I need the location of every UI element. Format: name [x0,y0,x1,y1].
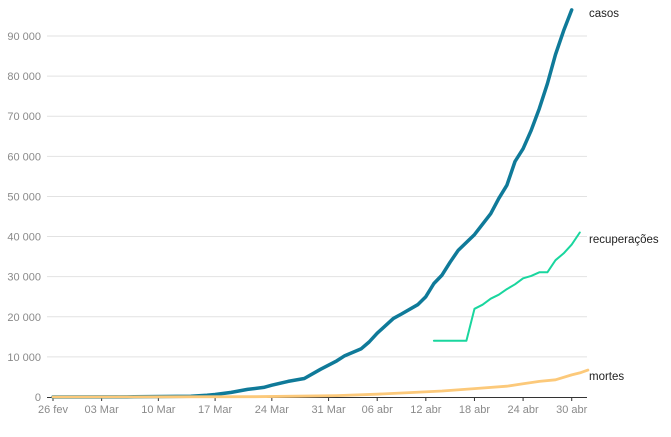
series-labels: casos recuperações mortes [589,8,659,383]
y-tick-label: 80 000 [7,71,41,83]
y-tick-label: 40 000 [7,232,41,244]
y-tick-label: 50 000 [7,191,41,203]
y-axis-tick-labels: 0 10 000 20 000 30 000 40 000 50 000 60 000 70 … [7,31,41,404]
x-tick-label: 17 Mar [198,404,233,416]
series-label: casos [589,8,619,20]
series-line-1 [432,231,581,342]
x-tick-label: 26 fev [38,404,68,416]
series-lines [51,8,590,399]
y-tick-label: 30 000 [7,272,41,284]
series-line-0 [51,8,574,399]
x-tick-label: 06 abr [362,404,394,416]
y-tick-label: 10 000 [7,352,41,364]
series-line-2 [51,368,590,399]
x-tick-label: 31 Mar [311,404,346,416]
x-axis-tick-labels: 26 fev 03 Mar 10 Mar 17 Mar 24 Mar 31 Mar 06 a… [38,397,588,416]
y-tick-label: 90 000 [7,31,41,43]
x-tick-label: 24 Mar [255,404,290,416]
y-tick-label: 0 [35,392,41,404]
y-tick-label: 70 000 [7,111,41,123]
x-tick-label: 18 abr [459,404,491,416]
y-tick-label: 60 000 [7,151,41,163]
y-tick-label: 20 000 [7,312,41,324]
x-tick-label: 30 abr [556,404,588,416]
x-tick-label: 03 Mar [85,404,120,416]
x-tick-label: 10 Mar [141,404,176,416]
x-tick-label: 12 abr [410,404,442,416]
series-label: mortes [589,371,624,383]
x-tick-label: 24 abr [507,404,539,416]
series-label: recuperações [589,234,659,246]
gridlines [47,35,587,358]
